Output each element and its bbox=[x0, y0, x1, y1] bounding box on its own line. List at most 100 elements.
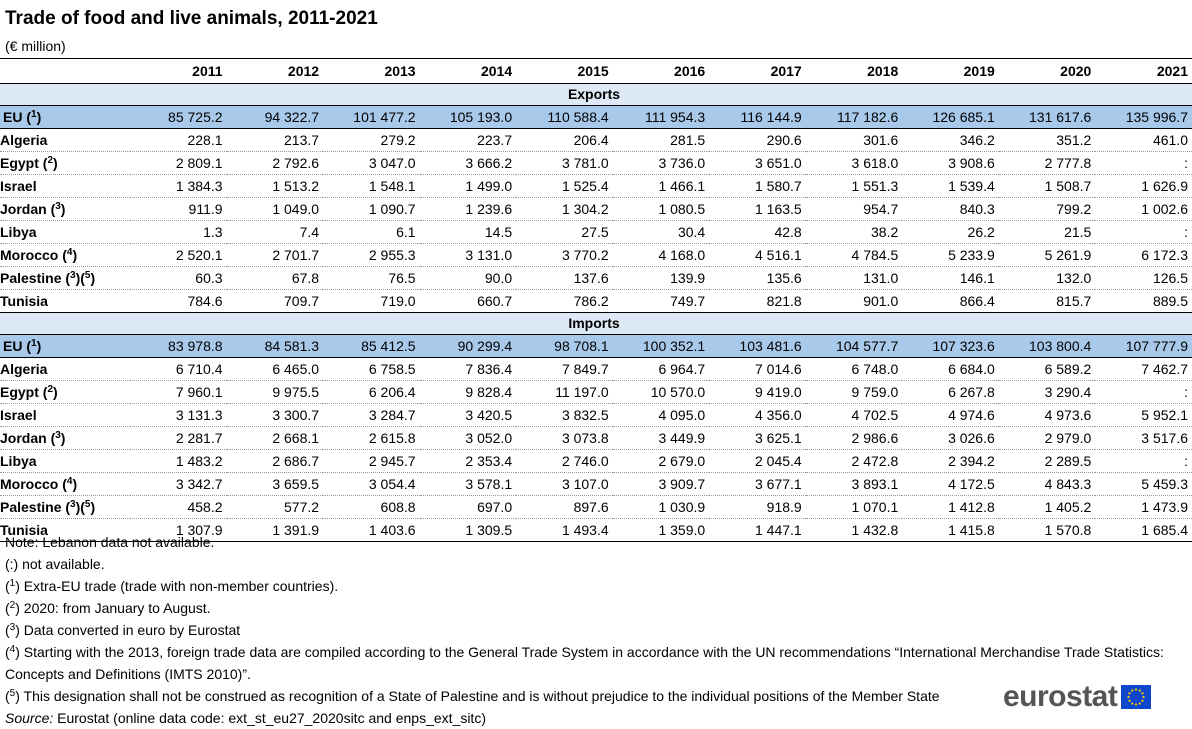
row-label: Libya bbox=[0, 449, 130, 473]
table-cell: 7.4 bbox=[226, 220, 324, 244]
table-cell: 104 577.7 bbox=[805, 334, 903, 358]
table-cell: 1 070.1 bbox=[805, 495, 903, 519]
table-row: Morocco (4) 2 520.1 2 701.7 2 955.3 3 131.0 3… bbox=[0, 243, 1192, 267]
row-label: Israel bbox=[0, 174, 130, 198]
header-corner bbox=[0, 58, 130, 84]
table-cell: 105 193.0 bbox=[419, 105, 517, 129]
table-cell: 7 960.1 bbox=[130, 380, 227, 404]
flag-star bbox=[1139, 689, 1142, 692]
row-label: Morocco (4) bbox=[0, 472, 130, 496]
table-cell: 3 342.7 bbox=[130, 472, 227, 496]
table-cell: 1 239.6 bbox=[419, 197, 517, 221]
table-cell: 6 172.3 bbox=[1095, 243, 1192, 267]
table-cell: 1 499.0 bbox=[419, 174, 517, 198]
table-cell: 206.4 bbox=[516, 128, 613, 152]
table-cell: 103 800.4 bbox=[998, 334, 1096, 358]
table-cell: 346.2 bbox=[902, 128, 999, 152]
table-cell: 9 975.5 bbox=[226, 380, 324, 404]
table-cell: 1 548.1 bbox=[323, 174, 420, 198]
table-cell: 4 784.5 bbox=[805, 243, 903, 267]
table-cell: 3 618.0 bbox=[805, 151, 903, 175]
table-cell: 1 580.7 bbox=[709, 174, 806, 198]
table-cell: 135.6 bbox=[709, 266, 806, 290]
table-cell: 3 677.1 bbox=[709, 472, 806, 496]
table-cell: 107 323.6 bbox=[902, 334, 999, 358]
year-header: 2013 bbox=[323, 58, 420, 84]
table-cell: 2 281.7 bbox=[130, 426, 227, 450]
table-cell: 901.0 bbox=[805, 289, 903, 313]
table-cell: 1 432.8 bbox=[805, 518, 903, 542]
table-row: Tunisia 784.6 709.7 719.0 660.7 786.2 749.7 821… bbox=[0, 289, 1192, 313]
table-cell: 697.0 bbox=[419, 495, 517, 519]
table-cell: 1 384.3 bbox=[130, 174, 227, 198]
flag-star bbox=[1142, 695, 1145, 699]
table-row: Israel 1 384.3 1 513.2 1 548.1 1 499.0 1 525.… bbox=[0, 174, 1192, 198]
table-cell: 1 309.5 bbox=[419, 518, 517, 542]
section-header-exports: Exports bbox=[0, 83, 1192, 106]
table-cell: 3 107.0 bbox=[516, 472, 613, 496]
flag-star bbox=[1128, 699, 1131, 702]
flag-star bbox=[1135, 703, 1138, 706]
table-cell: 101 477.2 bbox=[323, 105, 420, 129]
table-cell: 3 736.0 bbox=[612, 151, 710, 175]
table-cell: 98 708.1 bbox=[516, 334, 613, 358]
table-cell: 117 182.6 bbox=[805, 105, 903, 129]
table-cell: 866.4 bbox=[902, 289, 999, 313]
table-cell: 301.6 bbox=[805, 128, 903, 152]
table-cell: 821.8 bbox=[709, 289, 806, 313]
table-cell: 2 746.0 bbox=[516, 449, 613, 473]
table-cell: 9 828.4 bbox=[419, 380, 517, 404]
table-cell: 4 095.0 bbox=[612, 403, 710, 427]
table-cell: 10 570.0 bbox=[612, 380, 710, 404]
table-cell: 786.2 bbox=[516, 289, 613, 313]
row-label: Tunisia bbox=[0, 289, 130, 313]
table-cell: 7 014.6 bbox=[709, 357, 806, 381]
table-cell: 1 415.8 bbox=[902, 518, 999, 542]
table-cell: 1 403.6 bbox=[323, 518, 420, 542]
table-cell: 2 701.7 bbox=[226, 243, 324, 267]
unit-label: (€ million) bbox=[5, 38, 66, 54]
table-cell: 1 551.3 bbox=[805, 174, 903, 198]
table-cell: 897.6 bbox=[516, 495, 613, 519]
table-cell: 3 781.0 bbox=[516, 151, 613, 175]
eu-total-row: EU (1) 83 978.8 84 581.3 85 412.5 90 299.4 98… bbox=[0, 334, 1192, 358]
table-cell: 3 054.4 bbox=[323, 472, 420, 496]
table-cell: 223.7 bbox=[419, 128, 517, 152]
year-header: 2017 bbox=[709, 58, 806, 84]
table-cell: 9 759.0 bbox=[805, 380, 903, 404]
table-cell: 3 517.6 bbox=[1095, 426, 1192, 450]
table-cell: 116 144.9 bbox=[709, 105, 806, 129]
table-cell: 3 052.0 bbox=[419, 426, 517, 450]
table-cell: 6 758.5 bbox=[323, 357, 420, 381]
table-cell: 608.8 bbox=[323, 495, 420, 519]
table-cell: 7 462.7 bbox=[1095, 357, 1192, 381]
source-text: Eurostat (online data code: ext_st_eu27_… bbox=[57, 710, 486, 726]
flag-star bbox=[1141, 692, 1144, 695]
table-cell: 799.2 bbox=[998, 197, 1096, 221]
table-row: Israel 3 131.3 3 300.7 3 284.7 3 420.5 3 832.… bbox=[0, 403, 1192, 427]
table-cell: 1 405.2 bbox=[998, 495, 1096, 519]
table-cell: 1 307.9 bbox=[130, 518, 227, 542]
table-cell: 90 299.4 bbox=[419, 334, 517, 358]
table-cell: 279.2 bbox=[323, 128, 420, 152]
table-cell: 137.6 bbox=[516, 266, 613, 290]
table-cell: 577.2 bbox=[226, 495, 324, 519]
table-cell: 954.7 bbox=[805, 197, 903, 221]
source-label: Source: bbox=[5, 710, 54, 726]
year-header: 2018 bbox=[805, 58, 903, 84]
table-cell: 815.7 bbox=[998, 289, 1096, 313]
table-cell: 709.7 bbox=[226, 289, 324, 313]
table-row: Jordan (3) 2 281.7 2 668.1 2 615.8 3 052.0 3 … bbox=[0, 426, 1192, 450]
row-label: Jordan (3) bbox=[0, 426, 130, 450]
table-cell: 1 090.7 bbox=[323, 197, 420, 221]
flag-star bbox=[1135, 688, 1138, 691]
table-cell: 126.5 bbox=[1095, 266, 1192, 290]
table-cell: 3 625.1 bbox=[709, 426, 806, 450]
table-cell: 14.5 bbox=[419, 220, 517, 244]
table-cell: 42.8 bbox=[709, 220, 806, 244]
table-cell: 4 843.3 bbox=[998, 472, 1096, 496]
table-cell: 6 748.0 bbox=[805, 357, 903, 381]
table-cell: 94 322.7 bbox=[226, 105, 324, 129]
table-cell: 2 394.2 bbox=[902, 449, 999, 473]
table-cell: 2 289.5 bbox=[998, 449, 1096, 473]
